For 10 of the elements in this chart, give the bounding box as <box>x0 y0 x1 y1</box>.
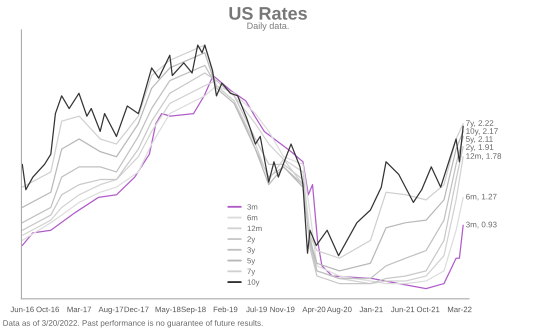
annotation: 2y, 1.91 <box>466 144 494 152</box>
annotation: 7y, 2.22 <box>466 120 494 128</box>
text: Data as of 3/20/2022. Past performance is no guarantee of future results. <box>3 320 263 328</box>
chart-subtitle: Daily data. <box>247 22 289 31</box>
annotation: 5y, 2.11 <box>466 136 493 144</box>
chart-title: US Rates <box>229 7 307 20</box>
annotation: 3m, 0.93 <box>466 222 497 228</box>
annotation: 10y, 2.17 <box>466 128 498 136</box>
annotation: 12m, 1.78 <box>466 153 502 160</box>
annotation: 6m, 1.27 <box>466 194 497 200</box>
